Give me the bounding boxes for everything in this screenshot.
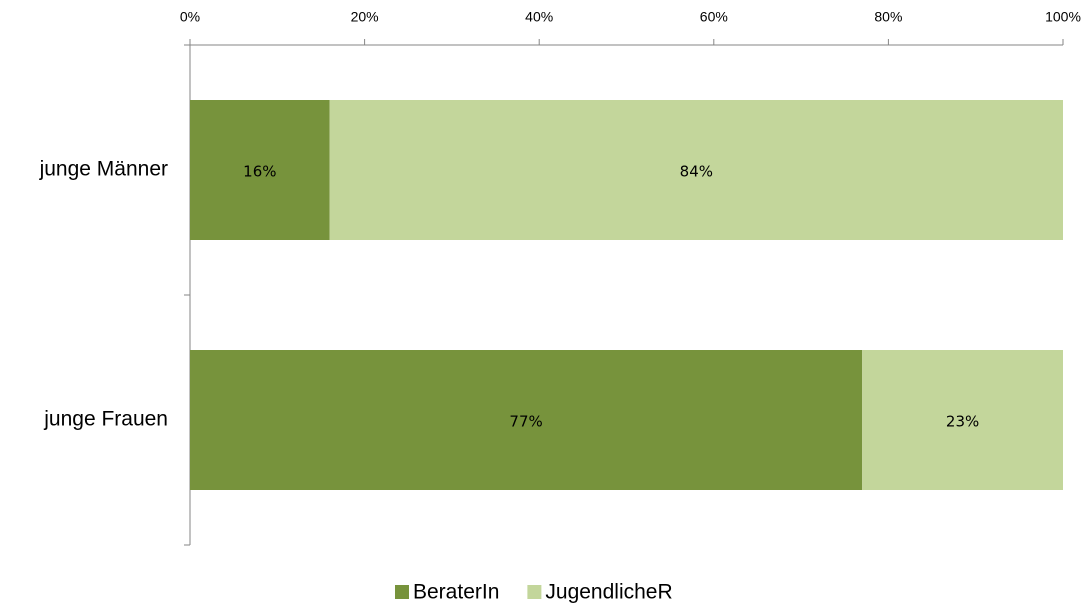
legend-label: JugendlicheR: [545, 581, 672, 604]
x-tick-label: 0%: [180, 9, 200, 25]
x-tick-label: 80%: [874, 9, 902, 25]
data-label: 16%: [243, 163, 276, 181]
y-tick-label: junge Männer: [39, 158, 168, 181]
data-label: 77%: [509, 413, 542, 431]
x-tick-label: 60%: [700, 9, 728, 25]
legend-label: BeraterIn: [413, 581, 499, 604]
y-tick-label: junge Frauen: [43, 408, 168, 431]
bar-segment: [862, 350, 1063, 490]
legend-swatch: [527, 585, 542, 599]
bar-segment: [329, 100, 1063, 240]
x-tick-label: 20%: [351, 9, 379, 25]
x-tick-label: 100%: [1045, 9, 1081, 25]
legend-swatch: [395, 585, 409, 599]
x-tick-label: 40%: [525, 9, 553, 25]
data-label: 84%: [680, 163, 713, 181]
bar-segment: [190, 350, 863, 490]
bar-segment: [190, 100, 330, 240]
data-label: 23%: [946, 413, 979, 431]
